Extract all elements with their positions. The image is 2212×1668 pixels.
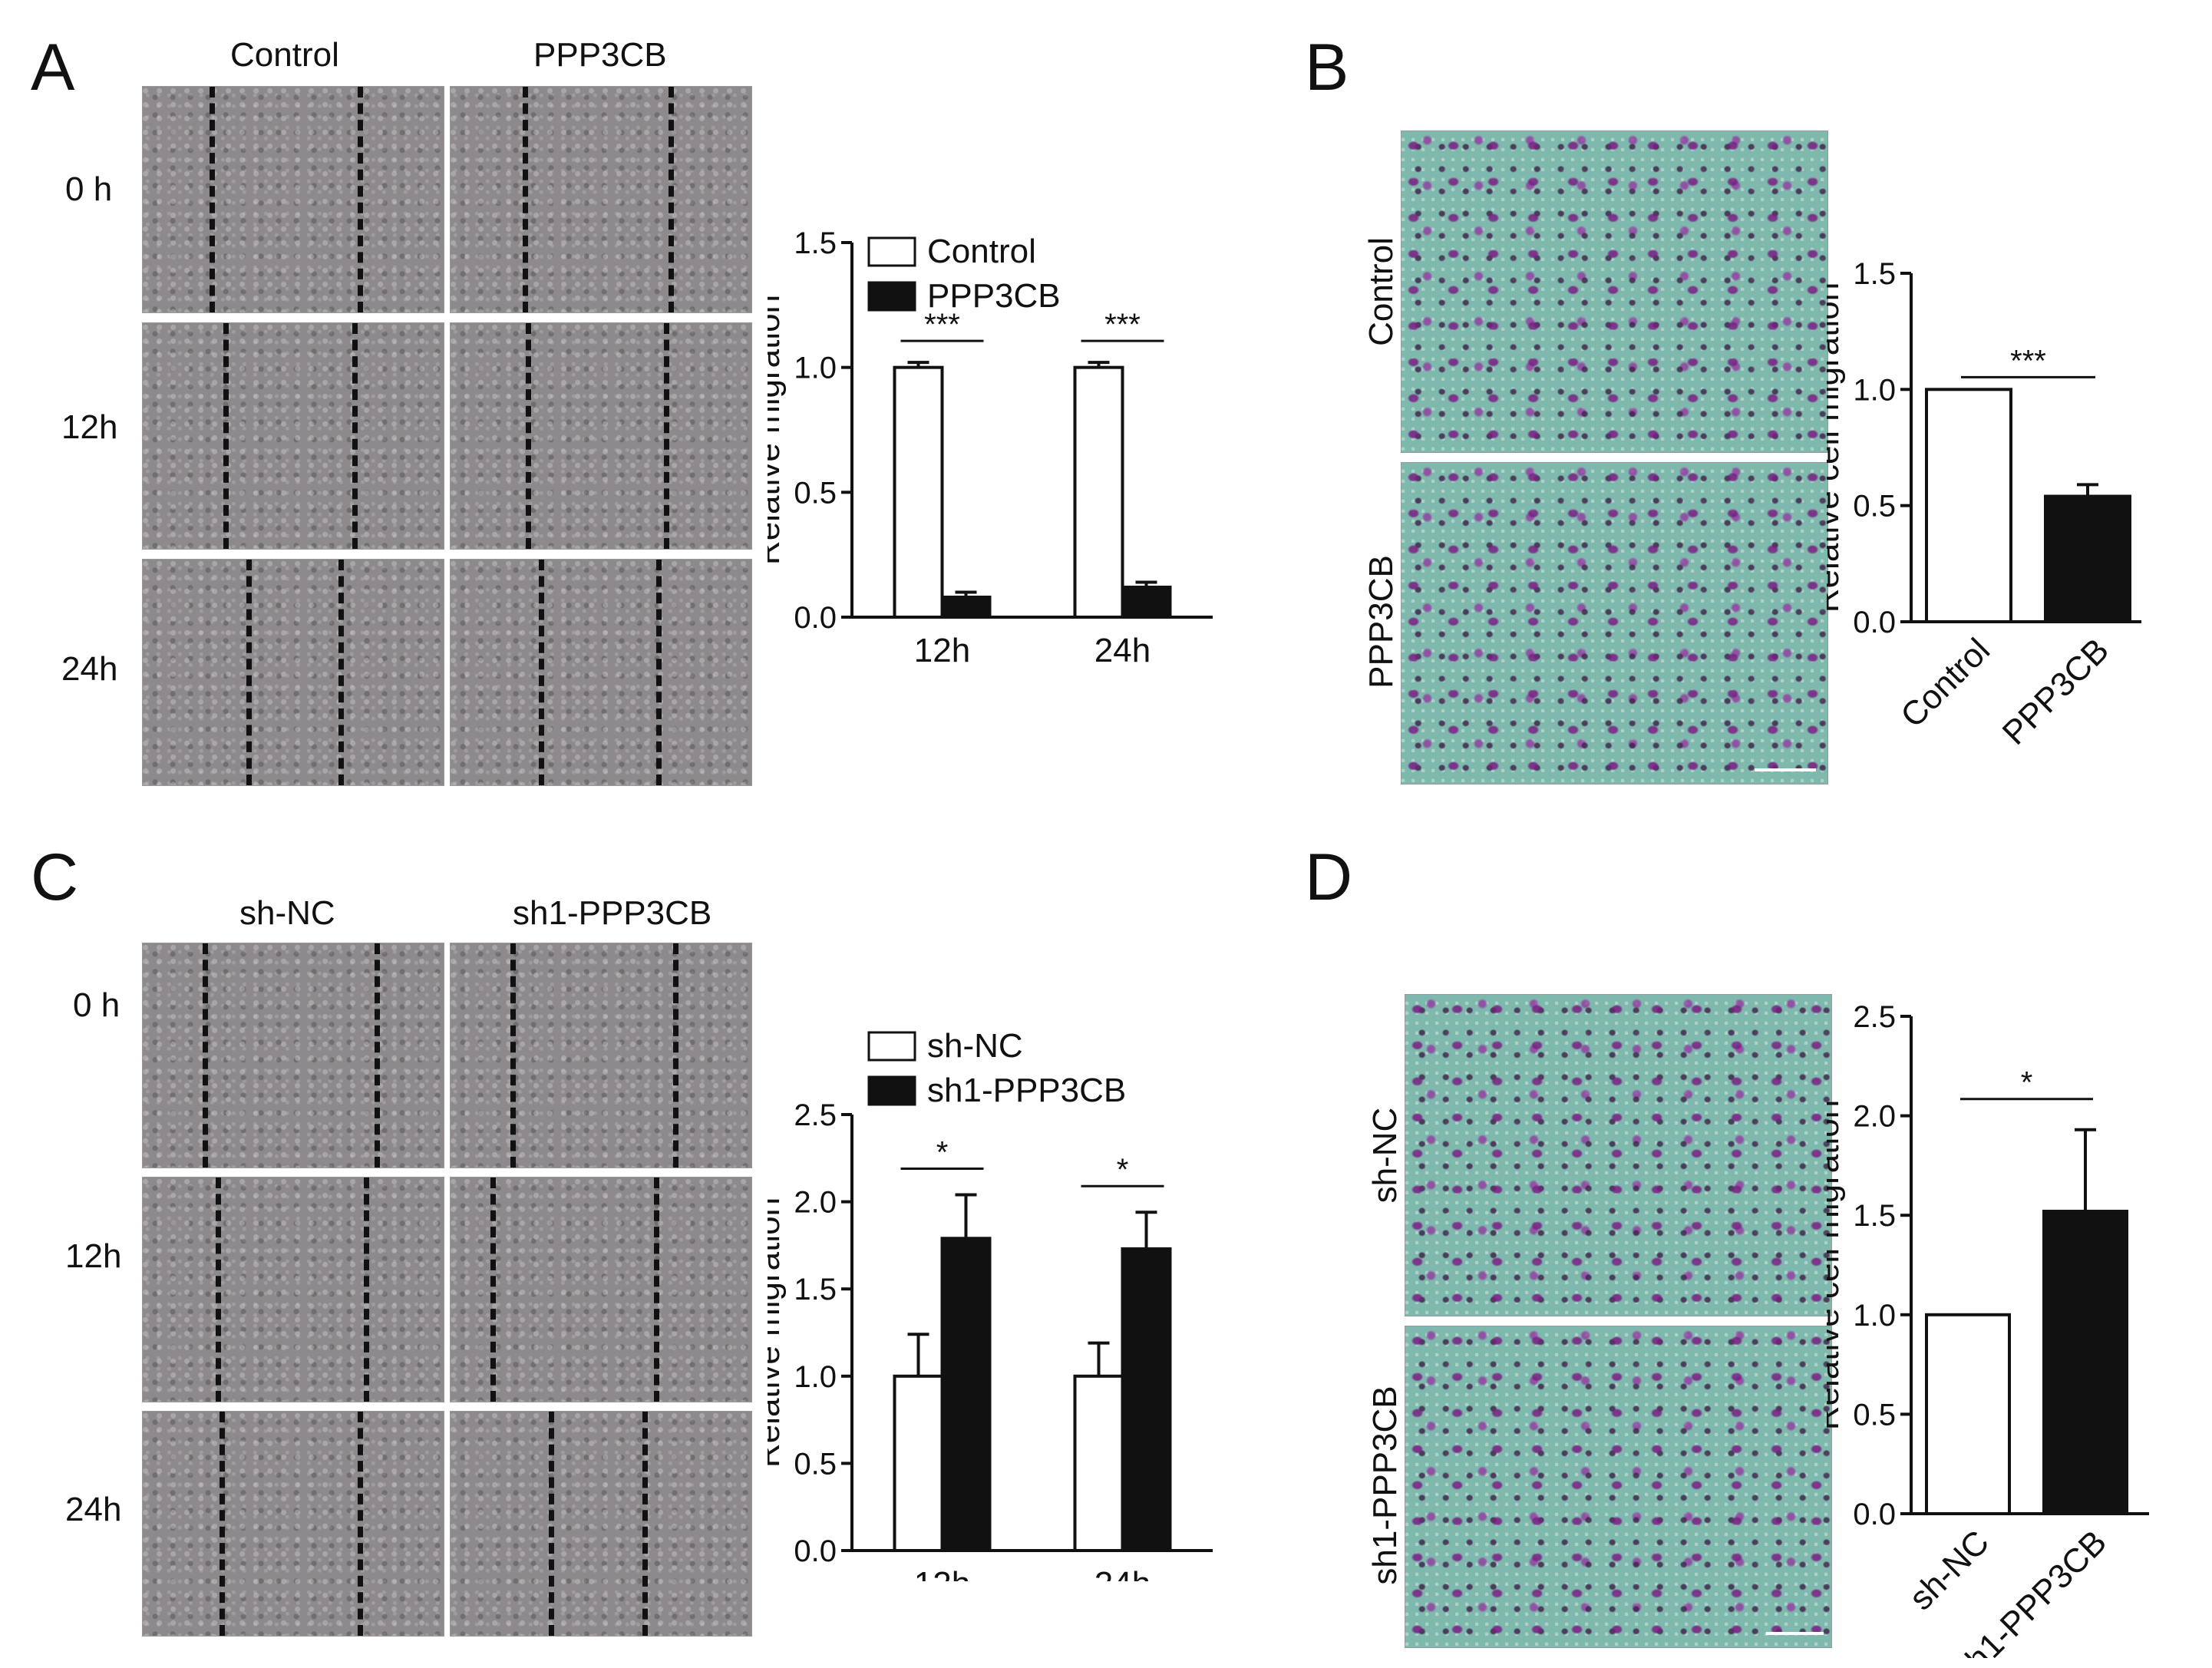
y-axis-label: Relative cell migration [1827, 282, 1846, 613]
micrograph-c-sh1-0h [450, 943, 752, 1168]
panel-letter-d: D [1305, 841, 1353, 914]
y-axis-label: Relative migration [768, 295, 787, 565]
x-tick-label: 24h [1094, 1565, 1151, 1581]
legend-label: PPP3CB [927, 277, 1061, 315]
y-tick-label: 1.0 [1853, 373, 1896, 407]
y-tick-label: 1.5 [1853, 1199, 1896, 1233]
y-tick-label: 1.5 [794, 1273, 837, 1306]
micrograph-c-shnc-12h [142, 1177, 444, 1402]
micrograph-a-control-24h [142, 559, 444, 786]
legend-swatch [867, 281, 916, 312]
x-tick-label: 24h [1094, 632, 1151, 669]
row-label-b-control: Control [1362, 237, 1400, 346]
y-tick-label: 2.5 [794, 1098, 837, 1132]
significance-mark: *** [2010, 344, 2046, 378]
row-label-c-24h: 24h [65, 1491, 122, 1528]
col-label-control: Control [230, 36, 339, 74]
bar [1925, 1313, 2011, 1515]
y-tick-label: 0.0 [1853, 1498, 1896, 1531]
x-tick-label: 12h [914, 632, 970, 669]
bar [2044, 494, 2131, 623]
legend-swatch [867, 1031, 916, 1062]
y-tick-label: 2.5 [1853, 1000, 1896, 1034]
chart-b: 0.0 0.5 1.0 1.5 Relative cell migration Contr… [1827, 257, 2141, 752]
micrograph-a-control-0h [142, 86, 444, 313]
chart-c: 0.0 0.5 1.0 1.5 2.0 2.5 Relative migration sh-N… [768, 1027, 1213, 1581]
bar [940, 595, 992, 619]
legend-label: sh1-PPP3CB [927, 1072, 1126, 1109]
row-label-12h: 12h [61, 408, 118, 446]
y-tick-label: 1.5 [794, 226, 837, 260]
bar [940, 1237, 992, 1552]
bar [1121, 585, 1172, 619]
micrograph-a-ppp3cb-24h [450, 559, 752, 786]
legend-label: sh-NC [927, 1027, 1023, 1065]
row-label-c-0h: 0 h [73, 986, 121, 1024]
transwell-d-shnc [1405, 994, 1832, 1316]
legend-swatch [867, 236, 916, 267]
row-label-0h: 0 h [65, 170, 113, 208]
micrograph-c-sh1-12h [450, 1177, 752, 1402]
y-tick-label: 0.5 [1853, 490, 1896, 524]
row-label-c-12h: 12h [65, 1237, 122, 1275]
panel-letter-b: B [1305, 31, 1349, 104]
y-tick-label: 1.0 [794, 1360, 837, 1394]
bar [893, 365, 944, 619]
y-tick-label: 1.0 [794, 352, 837, 385]
y-tick-label: 1.5 [1853, 257, 1896, 291]
micrograph-a-ppp3cb-0h [450, 86, 752, 313]
row-label-b-ppp3cb: PPP3CB [1362, 555, 1400, 689]
row-label-d-sh1: sh1-PPP3CB [1366, 1386, 1404, 1585]
y-tick-label: 0.0 [794, 1534, 837, 1568]
micrograph-a-ppp3cb-12h [450, 322, 752, 550]
chart-d: 0.0 0.5 1.0 1.5 2.0 2.5 Relative cell migratio… [1827, 1000, 2149, 1658]
scale-bar [1755, 768, 1816, 771]
micrograph-a-control-12h [142, 322, 444, 550]
x-tick-label: 12h [914, 1565, 970, 1581]
micrograph-c-shnc-0h [142, 943, 444, 1168]
panel-letter-c: C [31, 841, 79, 914]
bar [1073, 1374, 1124, 1552]
y-tick-label: 0.5 [794, 1447, 837, 1481]
significance-mark: *** [924, 308, 960, 342]
micrograph-c-sh1-24h [450, 1411, 752, 1637]
significance-mark: * [1117, 1153, 1129, 1187]
bar [2042, 1210, 2128, 1515]
legend-swatch [867, 1075, 916, 1106]
significance-mark: * [2021, 1066, 2033, 1100]
col-label-sh1-ppp3cb: sh1-PPP3CB [513, 894, 712, 932]
x-tick-label: Control [1893, 631, 1997, 735]
bar [893, 1374, 944, 1552]
significance-mark: * [936, 1136, 949, 1170]
y-tick-label: 1.0 [1853, 1299, 1896, 1333]
y-tick-label: 0.0 [1853, 606, 1896, 639]
col-label-sh-nc: sh-NC [239, 894, 335, 932]
y-tick-label: 2.0 [1853, 1100, 1896, 1134]
bar [1121, 1247, 1172, 1552]
bar [1925, 388, 2012, 623]
row-label-d-shnc: sh-NC [1366, 1107, 1404, 1204]
y-axis-label: Relative cell migration [1827, 1100, 1846, 1430]
micrograph-c-shnc-24h [142, 1411, 444, 1637]
row-label-24h: 24h [61, 650, 118, 688]
transwell-b-ppp3cb [1401, 462, 1828, 784]
significance-mark: *** [1104, 308, 1141, 342]
transwell-b-control [1401, 130, 1828, 453]
x-tick-label: sh-NC [1902, 1523, 1996, 1617]
bar [1073, 365, 1124, 619]
y-tick-label: 0.0 [794, 601, 837, 635]
panel-letter-a: A [31, 31, 75, 104]
transwell-d-sh1 [1405, 1326, 1832, 1648]
x-tick-label: PPP3CB [1996, 631, 2116, 751]
y-tick-label: 0.5 [794, 476, 837, 510]
legend-label: Control [927, 233, 1036, 270]
scale-bar [1766, 1632, 1824, 1635]
y-tick-label: 2.0 [794, 1186, 837, 1220]
chart-a: 0.0 0.5 1.0 1.5 Relative migration Control PPP… [768, 226, 1213, 669]
y-tick-label: 0.5 [1853, 1398, 1896, 1432]
col-label-ppp3cb: PPP3CB [533, 36, 667, 74]
y-axis-label: Relative migration [768, 1197, 787, 1468]
